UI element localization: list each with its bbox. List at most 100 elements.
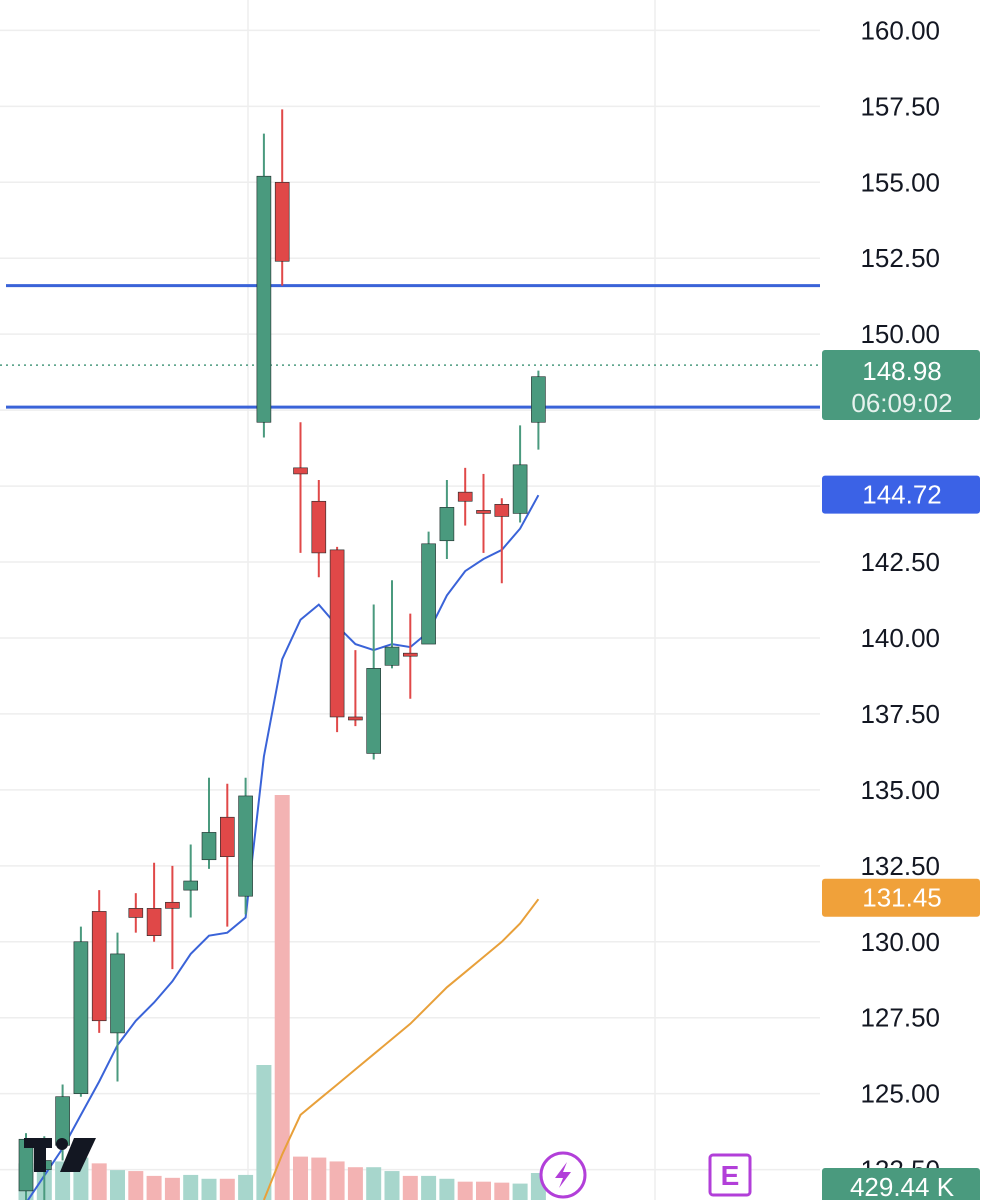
ma-slow-value: 131.45 xyxy=(862,883,942,913)
candle-body xyxy=(421,543,436,645)
candle-body xyxy=(457,491,473,502)
candle-body xyxy=(110,953,125,1034)
price-tick-label: 150.00 xyxy=(860,319,940,349)
candle-body xyxy=(494,504,510,517)
earnings-label: E xyxy=(721,1160,740,1191)
volume-bars xyxy=(18,795,546,1200)
candle xyxy=(238,777,253,915)
volume-bar xyxy=(512,1183,528,1200)
lightning-icon[interactable] xyxy=(539,1151,587,1199)
candles xyxy=(18,109,546,1200)
volume-bar xyxy=(402,1175,418,1200)
candle xyxy=(293,422,308,553)
volume-bar xyxy=(128,1171,144,1200)
price-tick-label: 132.50 xyxy=(860,851,940,881)
candle xyxy=(146,862,162,942)
price-tick-label: 140.00 xyxy=(860,623,940,653)
candle-body xyxy=(531,376,546,423)
ma-slow-badge-bg xyxy=(822,878,980,917)
candle-body xyxy=(165,901,180,909)
price-tick-label: 127.50 xyxy=(860,1003,940,1033)
volume-bar xyxy=(91,1163,107,1200)
earnings-icon[interactable]: E xyxy=(708,1153,752,1197)
candle-body xyxy=(402,652,418,657)
candle xyxy=(439,480,455,559)
price-tick-label: 155.00 xyxy=(860,167,940,197)
candle-body xyxy=(55,1096,70,1146)
volume-bar xyxy=(347,1167,363,1200)
price-tick-label: 135.00 xyxy=(860,775,940,805)
candle-body xyxy=(146,908,162,936)
volume-bar xyxy=(274,795,290,1200)
candle-body xyxy=(128,908,144,918)
ma-fast-line xyxy=(26,494,540,1200)
candle-body xyxy=(476,510,491,514)
candle-body xyxy=(311,500,327,554)
volume-bar xyxy=(476,1181,491,1200)
candle xyxy=(91,890,107,1033)
candle xyxy=(165,865,180,970)
candle-body xyxy=(512,464,528,514)
ma-slow-badge: 131.45 xyxy=(822,878,980,917)
candle xyxy=(183,844,198,918)
ma-slow-line xyxy=(262,898,540,1200)
volume-bar xyxy=(238,1174,254,1200)
volume-bar xyxy=(311,1157,327,1200)
candle-body xyxy=(256,175,272,423)
ma-fast-badge-bg xyxy=(822,475,980,514)
candle xyxy=(348,650,363,727)
candle-body xyxy=(91,911,107,1022)
volume-bar xyxy=(146,1175,162,1200)
candle xyxy=(256,133,272,438)
volume-value: 429.44 K xyxy=(850,1172,955,1200)
volume-bar xyxy=(293,1156,308,1200)
volume-bar xyxy=(439,1178,455,1200)
candle xyxy=(421,531,436,645)
candle xyxy=(73,926,89,1097)
price-tick-label: 160.00 xyxy=(860,15,940,45)
price-tick-label: 137.50 xyxy=(860,699,940,729)
candle xyxy=(329,546,345,733)
candle xyxy=(220,783,235,927)
candle-body xyxy=(366,668,382,754)
volume-bar xyxy=(329,1161,345,1200)
candle-body xyxy=(238,795,253,897)
candle xyxy=(128,893,144,933)
price-tick-label: 130.00 xyxy=(860,927,940,957)
volume-bar xyxy=(201,1178,217,1200)
candle xyxy=(457,467,473,526)
price-tick-label: 152.50 xyxy=(860,243,940,273)
volume-bar xyxy=(366,1167,382,1200)
ma-fast-value: 144.72 xyxy=(862,480,942,510)
last-price-value: 148.98 xyxy=(862,356,942,386)
volume-badge: 429.44 K xyxy=(822,1168,980,1200)
candle xyxy=(494,498,510,584)
candle-body xyxy=(348,716,363,721)
candle-body xyxy=(274,181,290,262)
countdown-timer: 06:09:02 xyxy=(851,388,952,418)
price-axis[interactable]: 160.00157.50155.00152.50150.00147.50145.… xyxy=(860,15,940,1184)
candle-body xyxy=(293,467,308,475)
price-tick-label: 125.00 xyxy=(860,1079,940,1109)
candle xyxy=(201,777,217,869)
volume-bar xyxy=(384,1171,400,1200)
candle-body xyxy=(220,816,235,858)
volume-bar xyxy=(219,1178,235,1200)
volume-bar xyxy=(494,1182,510,1200)
volume-badge-bg xyxy=(822,1168,980,1200)
price-tick-label: 157.50 xyxy=(860,91,940,121)
tradingview-logo[interactable] xyxy=(24,1138,96,1172)
candle-body xyxy=(201,832,217,861)
last-price-badge-bg xyxy=(822,350,980,420)
candle xyxy=(384,580,400,669)
candle-body xyxy=(384,646,400,666)
candle-body xyxy=(329,549,345,718)
volume-bar xyxy=(256,1065,272,1200)
ma-fast-badge: 144.72 xyxy=(822,475,980,514)
candle xyxy=(110,932,125,1082)
horizontal-lines[interactable] xyxy=(0,284,820,409)
candle xyxy=(311,480,327,578)
candle-body xyxy=(73,941,89,1094)
